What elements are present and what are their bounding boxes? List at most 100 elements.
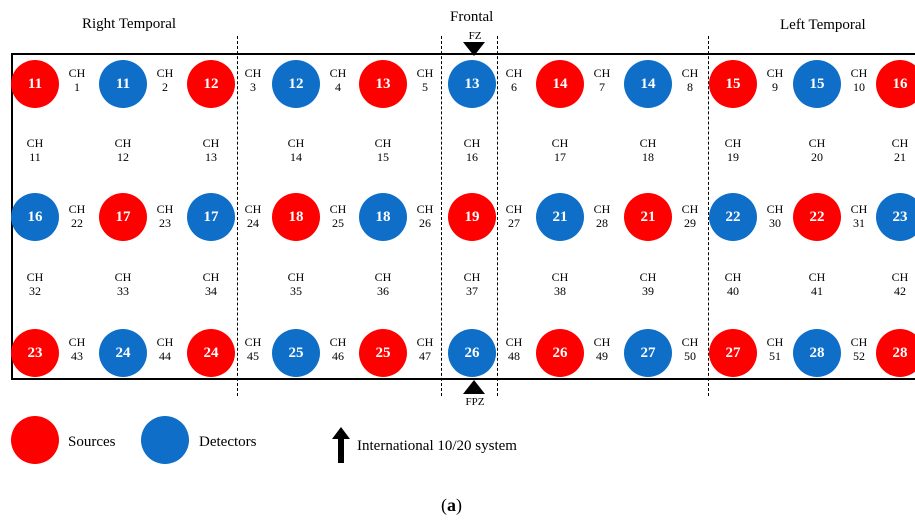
channel-label: CH 25 — [329, 202, 347, 230]
channel-label: CH 31 — [850, 202, 868, 230]
detector-optode: 27 — [624, 329, 672, 377]
legend-detector-swatch — [141, 416, 189, 464]
source-optode: 15 — [709, 60, 757, 108]
detector-optode: 11 — [99, 60, 147, 108]
channel-label: CH 28 — [593, 202, 611, 230]
divider-line — [237, 36, 238, 396]
channel-label: CH 30 — [766, 202, 784, 230]
divider-line — [497, 36, 498, 396]
source-optode: 11 — [11, 60, 59, 108]
source-optode: 14 — [536, 60, 584, 108]
source-optode: 26 — [536, 329, 584, 377]
detector-optode: 15 — [793, 60, 841, 108]
detector-optode: 26 — [448, 329, 496, 377]
channel-label: CH 15 — [374, 136, 392, 164]
channel-label: CH 20 — [808, 136, 826, 164]
detector-optode: 25 — [272, 329, 320, 377]
source-optode: 25 — [359, 329, 407, 377]
channel-label: CH 39 — [639, 270, 657, 298]
fz-marker-icon — [463, 42, 485, 56]
channel-label: CH 50 — [681, 335, 699, 363]
source-optode: 28 — [876, 329, 915, 377]
channel-label: CH 7 — [593, 66, 611, 94]
source-optode: 27 — [709, 329, 757, 377]
source-optode: 12 — [187, 60, 235, 108]
channel-label: CH 11 — [26, 136, 44, 164]
channel-label: CH 35 — [287, 270, 305, 298]
channel-label: CH 8 — [681, 66, 699, 94]
channel-label: CH 32 — [26, 270, 44, 298]
channel-label: CH 52 — [850, 335, 868, 363]
channel-label: CH 51 — [766, 335, 784, 363]
source-optode: 24 — [187, 329, 235, 377]
channel-label: CH 40 — [724, 270, 742, 298]
channel-label: CH 33 — [114, 270, 132, 298]
source-optode: 16 — [876, 60, 915, 108]
channel-label: CH 43 — [68, 335, 86, 363]
detector-optode: 18 — [359, 193, 407, 241]
channel-label: CH 27 — [505, 202, 523, 230]
source-optode: 13 — [359, 60, 407, 108]
fpz-label: FPZ — [465, 396, 485, 408]
caption-letter: a — [447, 495, 456, 515]
source-optode: 19 — [448, 193, 496, 241]
channel-label: CH 22 — [68, 202, 86, 230]
channel-label: CH 47 — [416, 335, 434, 363]
figure-caption: (a) — [441, 495, 462, 515]
source-optode: 17 — [99, 193, 147, 241]
channel-label: CH 6 — [505, 66, 523, 94]
channel-label: CH 3 — [244, 66, 262, 94]
channel-label: CH 23 — [156, 202, 174, 230]
channel-label: CH 29 — [681, 202, 699, 230]
channel-label: CH 34 — [202, 270, 220, 298]
channel-label: CH 16 — [463, 136, 481, 164]
fpz-marker-icon — [463, 380, 485, 394]
detector-optode: 16 — [11, 193, 59, 241]
channel-label: CH 5 — [416, 66, 434, 94]
channel-label: CH 46 — [329, 335, 347, 363]
detector-optode: 23 — [876, 193, 915, 241]
channel-label: CH 17 — [551, 136, 569, 164]
legend-system-label: International 10/20 system — [357, 438, 517, 454]
detector-optode: 28 — [793, 329, 841, 377]
channel-label: CH 49 — [593, 335, 611, 363]
channel-label: CH 38 — [551, 270, 569, 298]
channel-label: CH 45 — [244, 335, 262, 363]
channel-label: CH 12 — [114, 136, 132, 164]
detector-optode: 14 — [624, 60, 672, 108]
channel-label: CH 19 — [724, 136, 742, 164]
source-optode: 23 — [11, 329, 59, 377]
legend-sources-label: Sources — [68, 434, 116, 450]
channel-label: CH 36 — [374, 270, 392, 298]
region-label-right-temporal: Right Temporal — [82, 16, 177, 32]
detector-optode: 12 — [272, 60, 320, 108]
channel-label: CH 21 — [891, 136, 909, 164]
up-arrow-icon — [332, 427, 350, 463]
region-label-left-temporal: Left Temporal — [780, 17, 866, 33]
channel-label: CH 1 — [68, 66, 86, 94]
source-optode: 21 — [624, 193, 672, 241]
channel-label: CH 26 — [416, 202, 434, 230]
detector-optode: 17 — [187, 193, 235, 241]
detector-optode: 22 — [709, 193, 757, 241]
source-optode: 22 — [793, 193, 841, 241]
channel-label: CH 42 — [891, 270, 909, 298]
detector-optode: 13 — [448, 60, 496, 108]
channel-label: CH 37 — [463, 270, 481, 298]
channel-label: CH 2 — [156, 66, 174, 94]
channel-label: CH 18 — [639, 136, 657, 164]
fz-label: FZ — [468, 30, 482, 42]
channel-label: CH 14 — [287, 136, 305, 164]
channel-label: CH 13 — [202, 136, 220, 164]
channel-label: CH 48 — [505, 335, 523, 363]
legend-detectors-label: Detectors — [199, 434, 257, 450]
detector-optode: 21 — [536, 193, 584, 241]
channel-label: CH 9 — [766, 66, 784, 94]
source-optode: 18 — [272, 193, 320, 241]
channel-label: CH 24 — [244, 202, 262, 230]
channel-label: CH 44 — [156, 335, 174, 363]
channel-label: CH 4 — [329, 66, 347, 94]
divider-line — [441, 36, 442, 396]
detector-optode: 24 — [99, 329, 147, 377]
channel-label: CH 41 — [808, 270, 826, 298]
